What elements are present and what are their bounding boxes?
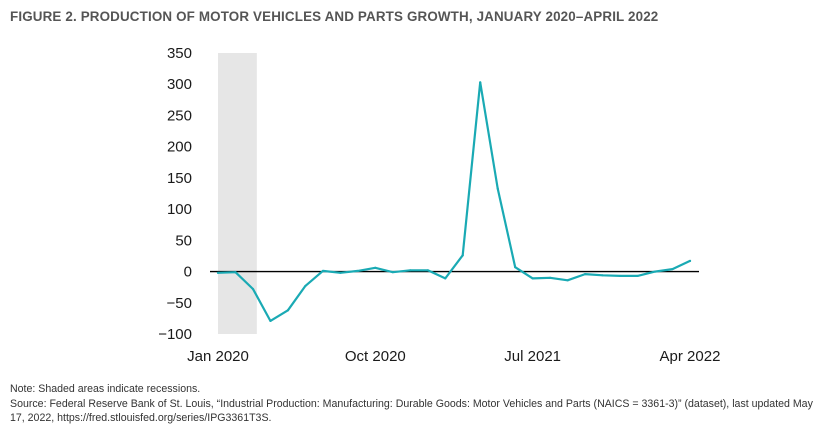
data-point xyxy=(374,266,377,269)
data-point xyxy=(304,284,307,288)
data-point xyxy=(549,276,552,279)
data-point xyxy=(391,271,394,274)
y-axis-ticks: 350 300 250 200 150 100 50 0 −50 −100 xyxy=(158,45,192,343)
y-tick-label: 50 xyxy=(175,232,192,249)
chart-title: FIGURE 2. PRODUCTION OF MOTOR VEHICLES A… xyxy=(10,9,659,24)
data-point xyxy=(479,81,482,84)
footnotes: Note: Shaded areas indicate recessions. … xyxy=(10,382,820,426)
data-point xyxy=(269,319,272,322)
data-point xyxy=(339,271,342,274)
data-point xyxy=(618,274,622,278)
source-text: Source: Federal Reserve Bank of St. Loui… xyxy=(10,397,813,425)
data-point xyxy=(636,274,639,278)
y-tick-label: 100 xyxy=(167,201,192,218)
data-point xyxy=(584,272,587,276)
x-tick-label: Jul 2021 xyxy=(504,348,561,365)
data-point xyxy=(444,277,447,280)
x-tick-label: Oct 2020 xyxy=(345,348,406,365)
recession-shade xyxy=(218,53,257,334)
data-point xyxy=(688,259,692,263)
series-line xyxy=(216,81,692,322)
data-point xyxy=(514,266,517,269)
data-point xyxy=(286,309,290,312)
note-text: Note: Shaded areas indicate recessions. xyxy=(10,383,201,395)
series-layer xyxy=(216,81,692,322)
y-tick-label: −100 xyxy=(158,326,192,343)
data-point xyxy=(234,271,237,274)
x-tick-label: Jan 2020 xyxy=(187,348,249,365)
data-point xyxy=(531,277,534,280)
y-tick-label: −50 xyxy=(167,295,192,312)
y-tick-label: 0 xyxy=(184,264,192,281)
data-point xyxy=(671,267,674,271)
data-point xyxy=(653,270,657,273)
y-tick-label: 300 xyxy=(167,76,192,93)
data-point xyxy=(461,254,464,257)
y-tick-label: 250 xyxy=(167,107,192,124)
data-point xyxy=(566,279,569,282)
x-axis-ticks: Jan 2020 Oct 2020 Jul 2021 Apr 2022 xyxy=(187,348,720,365)
data-point xyxy=(496,187,499,190)
data-point xyxy=(426,269,429,272)
data-point xyxy=(601,274,604,277)
data-point xyxy=(356,269,359,273)
y-tick-label: 150 xyxy=(167,170,192,187)
x-tick-label: Apr 2022 xyxy=(660,348,721,365)
data-point xyxy=(409,269,412,272)
data-point xyxy=(251,287,255,291)
recession-shading-layer xyxy=(218,53,257,334)
y-tick-label: 350 xyxy=(167,45,192,62)
data-point xyxy=(216,271,220,274)
y-tick-label: 200 xyxy=(167,139,192,156)
data-point xyxy=(321,269,324,273)
